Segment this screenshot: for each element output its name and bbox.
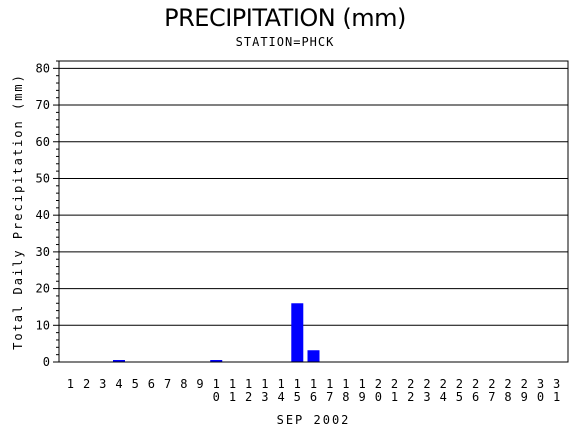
- bar-day-4: [112, 360, 125, 362]
- y-tick-label-30: 30: [36, 245, 50, 259]
- bar-day-15: [291, 303, 304, 362]
- y-tick-label-20: 20: [36, 282, 50, 296]
- x-axis-title: SEP 2002: [277, 413, 351, 427]
- bar-day-16: [307, 350, 320, 362]
- x-tick-label-3: 3: [99, 377, 106, 391]
- chart-subtitle: STATION=PHCK: [235, 35, 335, 49]
- grid-lines: [59, 67, 568, 326]
- x-tick-label-1: 1: [67, 377, 74, 391]
- x-axis-ticks: 1 2 3 4 5 6 7 8 9 1 01 11 21 31 41 51 61 71 81 92 02 12 22 32 42…: [67, 377, 561, 404]
- y-tick-label-0: 0: [43, 355, 50, 369]
- y-tick-label-80: 80: [36, 61, 50, 75]
- y-axis-ticks: 0 10 20 30 40 50 60 70 80: [36, 60, 59, 369]
- x-tick-label-9: 9: [196, 377, 203, 391]
- y-axis-title: Total Daily Precipitation (mm): [11, 73, 25, 350]
- x-tick-label-5: 5: [132, 377, 139, 391]
- chart-title: PRECIPITATION (mm): [164, 4, 406, 32]
- plot-frame: [58, 60, 569, 363]
- x-tick-label-4: 4: [115, 377, 122, 391]
- bar-day-10: [210, 360, 223, 362]
- x-tick-label-2: 2: [83, 377, 90, 391]
- y-tick-label-60: 60: [36, 135, 50, 149]
- x-tick-label-7: 7: [164, 377, 171, 391]
- y-tick-label-40: 40: [36, 208, 50, 222]
- y-tick-label-50: 50: [36, 171, 50, 185]
- y-tick-label-10: 10: [36, 318, 50, 332]
- y-tick-label-70: 70: [36, 98, 50, 112]
- x-tick-label-8: 8: [180, 377, 187, 391]
- bars: [112, 303, 320, 362]
- x-tick-label-6: 6: [148, 377, 155, 391]
